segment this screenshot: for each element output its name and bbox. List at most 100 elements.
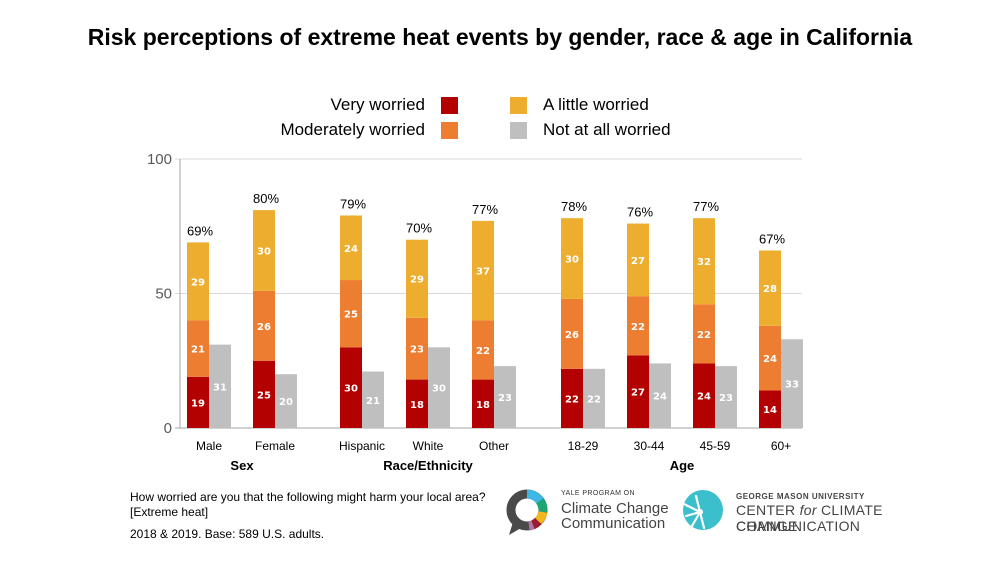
bar-value-label: 27 xyxy=(631,388,645,399)
survey-item: [Extreme heat] xyxy=(130,505,209,519)
x-category-label: 45-59 xyxy=(700,439,731,453)
y-tick-label: 0 xyxy=(164,420,172,437)
bar-value-label: 25 xyxy=(257,390,271,401)
bar-not-at-all-worried xyxy=(715,366,737,428)
bar-value-label: 31 xyxy=(213,382,227,393)
bar-value-label: 14 xyxy=(763,405,777,416)
bar-total-label: 77% xyxy=(472,202,498,217)
bar-a-little-worried xyxy=(472,220,494,321)
bar-value-label: 25 xyxy=(344,310,358,321)
bar-value-label: 22 xyxy=(476,346,490,357)
x-category-label: 30-44 xyxy=(634,439,665,453)
bar-value-label: 23 xyxy=(410,345,424,356)
bar-total-label: 77% xyxy=(693,199,719,214)
bar-value-label: 26 xyxy=(565,330,579,341)
gmu-line1-a: CENTER xyxy=(736,502,800,518)
bar-total-label: 70% xyxy=(406,221,432,236)
x-category-label: Other xyxy=(479,439,509,453)
bar-moderately-worried xyxy=(693,304,715,364)
gmu-line1-b: for xyxy=(799,502,817,518)
bar-value-label: 23 xyxy=(719,393,733,404)
x-group-label: Sex xyxy=(230,458,254,473)
x-category-label: 60+ xyxy=(771,439,791,453)
x-category-label: Hispanic xyxy=(339,439,385,453)
bar-value-label: 22 xyxy=(587,394,601,405)
bar-chart: 0 50 100 19 21 29 69% 31 Male 25 26 30 80% 20 Female 30… xyxy=(147,151,803,473)
bar-not-at-all-worried xyxy=(494,366,516,428)
y-tick-label: 100 xyxy=(147,151,172,168)
gmu-shell-icon xyxy=(682,490,723,530)
x-category-label: 18-29 xyxy=(568,439,599,453)
legend-swatch xyxy=(441,121,458,139)
bar-very-worried xyxy=(340,347,362,428)
gmu-line1-c: CLIMATE CHANGE xyxy=(736,502,883,534)
bar-a-little-worried xyxy=(759,250,781,326)
legend-not-at-all-worried: Not at all worried xyxy=(510,120,671,140)
bar-total-label: 79% xyxy=(340,196,366,211)
bar-value-label: 22 xyxy=(565,394,579,405)
bar-very-worried xyxy=(759,390,781,428)
bar-very-worried xyxy=(472,379,494,428)
bar-total-label: 69% xyxy=(187,223,213,238)
legend-swatch xyxy=(510,96,527,114)
bar-moderately-worried xyxy=(406,317,428,380)
bar-total-label: 78% xyxy=(561,199,587,214)
bar-value-label: 29 xyxy=(410,275,424,286)
bar-not-at-all-worried xyxy=(362,371,384,428)
bar-not-at-all-worried xyxy=(428,347,450,428)
bar-not-at-all-worried xyxy=(781,339,803,428)
legend-moderately-worried: Moderately worried xyxy=(220,120,458,140)
bar-value-label: 28 xyxy=(763,284,777,295)
legend-label: Very worried xyxy=(330,95,425,114)
y-tick-label: 50 xyxy=(155,286,172,303)
legend-label: Moderately worried xyxy=(280,120,425,139)
bar-a-little-worried xyxy=(340,215,362,281)
bar-value-label: 37 xyxy=(476,267,490,278)
bar-value-label: 21 xyxy=(366,396,380,407)
x-group-label: Age xyxy=(670,458,695,473)
survey-question: How worried are you that the following m… xyxy=(130,490,486,504)
gmu-logo-small-text: GEORGE MASON UNIVERSITY xyxy=(736,492,865,501)
bar-moderately-worried xyxy=(472,320,494,380)
bar-a-little-worried xyxy=(406,239,428,318)
bar-value-label: 23 xyxy=(498,393,512,404)
gmu-logo-line1: CENTER for CLIMATE CHANGE xyxy=(736,502,918,534)
legend-swatch xyxy=(510,121,527,139)
bar-very-worried xyxy=(561,368,583,428)
bar-very-worried xyxy=(187,376,209,428)
bar-value-label: 27 xyxy=(631,256,645,267)
bar-value-label: 30 xyxy=(432,384,446,395)
yale-ring-icon xyxy=(506,489,548,535)
bar-value-label: 24 xyxy=(697,392,711,403)
bar-very-worried xyxy=(627,355,649,428)
bar-a-little-worried xyxy=(693,218,715,305)
bar-value-label: 18 xyxy=(476,400,490,411)
bar-not-at-all-worried xyxy=(209,344,231,428)
yale-logo: YALE PROGRAM ON Climate Change Communica… xyxy=(505,488,670,538)
bar-a-little-worried xyxy=(627,223,649,297)
bar-a-little-worried xyxy=(253,210,275,291)
bar-moderately-worried xyxy=(759,325,781,391)
bar-value-label: 22 xyxy=(697,330,711,341)
x-category-label: Female xyxy=(255,439,295,453)
legend-swatch xyxy=(441,96,458,114)
bar-value-label: 32 xyxy=(697,257,711,268)
bar-very-worried xyxy=(406,379,428,428)
yale-logo-line1: Climate Change xyxy=(561,500,669,517)
legend-very-worried: Very worried xyxy=(220,95,458,115)
gmu-logo-line2: COMMUNICATION xyxy=(736,518,861,534)
bar-a-little-worried xyxy=(187,242,209,321)
bar-total-label: 76% xyxy=(627,205,653,220)
bar-very-worried xyxy=(253,360,275,428)
bar-moderately-worried xyxy=(187,320,209,377)
gmu-logo: GEORGE MASON UNIVERSITY CENTER for CLIMA… xyxy=(678,488,918,538)
bar-not-at-all-worried xyxy=(649,363,671,428)
bar-value-label: 22 xyxy=(631,322,645,333)
yale-logo-small-text: YALE PROGRAM ON xyxy=(561,490,635,497)
chart-title: Risk perceptions of extreme heat events … xyxy=(87,24,913,50)
bar-value-label: 24 xyxy=(344,244,358,255)
bar-moderately-worried xyxy=(627,296,649,356)
bar-not-at-all-worried xyxy=(583,368,605,428)
survey-source: 2018 & 2019. Base: 589 U.S. adults. xyxy=(130,527,325,541)
bar-total-label: 80% xyxy=(253,191,279,206)
